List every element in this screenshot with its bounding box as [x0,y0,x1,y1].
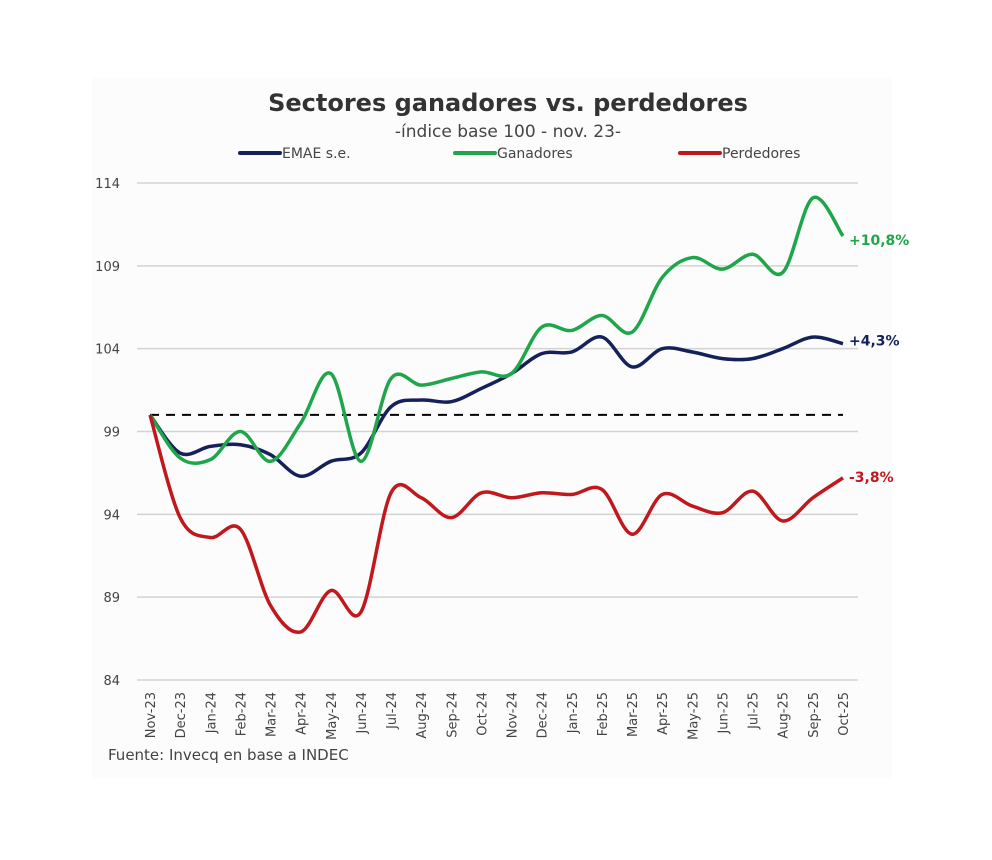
legend-label-emae-s-e: EMAE s.e. [282,146,351,162]
end-label-emae-s-e: +4,3% [849,334,900,350]
x-tick-label: Nov-24 [506,692,521,738]
x-tick-label: Oct-24 [475,692,490,736]
x-tick-label: Jul-25 [747,692,762,730]
source-note: Fuente: Invecq en base a INDEC [108,746,349,764]
y-tick-label: 84 [103,674,120,689]
x-tick-label: Dec-24 [536,692,551,738]
y-tick-label: 104 [95,343,120,358]
series-line-perdedores [148,414,844,634]
y-tick-label: 89 [103,591,120,606]
x-tick-label: Aug-25 [777,692,792,739]
chart-title: Sectores ganadores vs. perdedores [268,89,748,117]
end-label-ganadores: +10,8% [849,233,909,249]
x-tick-label: Sep-24 [445,692,460,738]
x-tick-label: Dec-23 [174,692,189,738]
x-tick-label: Jul-24 [385,692,400,730]
x-tick-label: May-25 [686,692,701,740]
x-tick-label: Apr-24 [295,692,310,735]
y-tick-label: 99 [103,426,120,441]
x-tick-label: Jan-25 [566,692,581,734]
x-tick-label: Jan-24 [204,692,219,734]
x-tick-label: Feb-24 [234,692,249,736]
x-tick-label: Jun-25 [716,692,731,735]
y-tick-label: 109 [95,260,120,275]
x-tick-label: Jun-24 [355,692,370,735]
chart-subtitle: -índice base 100 - nov. 23- [395,122,621,142]
legend: EMAE s.e. Ganadores Perdedores [238,146,800,162]
grid [137,182,858,681]
x-tick-label: May-24 [325,692,340,740]
x-tick-label: Aug-24 [415,692,430,739]
y-axis: 84 89 94 99 104 109 114 [95,177,120,689]
x-tick-label: Oct-25 [837,692,852,736]
x-tick-label: Feb-25 [596,692,611,736]
series-line-emae-s-e [148,335,844,478]
series-group: +4,3% +10,8% -3,8% [148,195,909,634]
y-tick-label: 94 [103,508,120,523]
x-tick-label: Mar-24 [265,692,280,737]
legend-label-perdedores: Perdedores [722,146,800,162]
y-tick-label: 114 [95,177,120,192]
end-label-perdedores: -3,8% [849,470,894,486]
legend-label-ganadores: Ganadores [497,146,573,162]
x-axis: Nov-23 Dec-23 Jan-24 Feb-24 Mar-24 Apr-24 May-… [144,692,852,740]
x-tick-label: Mar-25 [626,692,641,737]
x-tick-label: Sep-25 [807,692,822,738]
x-tick-label: Apr-25 [656,692,671,735]
series-line-ganadores [148,195,845,466]
x-tick-label: Nov-23 [144,692,159,738]
chart-panel [92,78,892,778]
